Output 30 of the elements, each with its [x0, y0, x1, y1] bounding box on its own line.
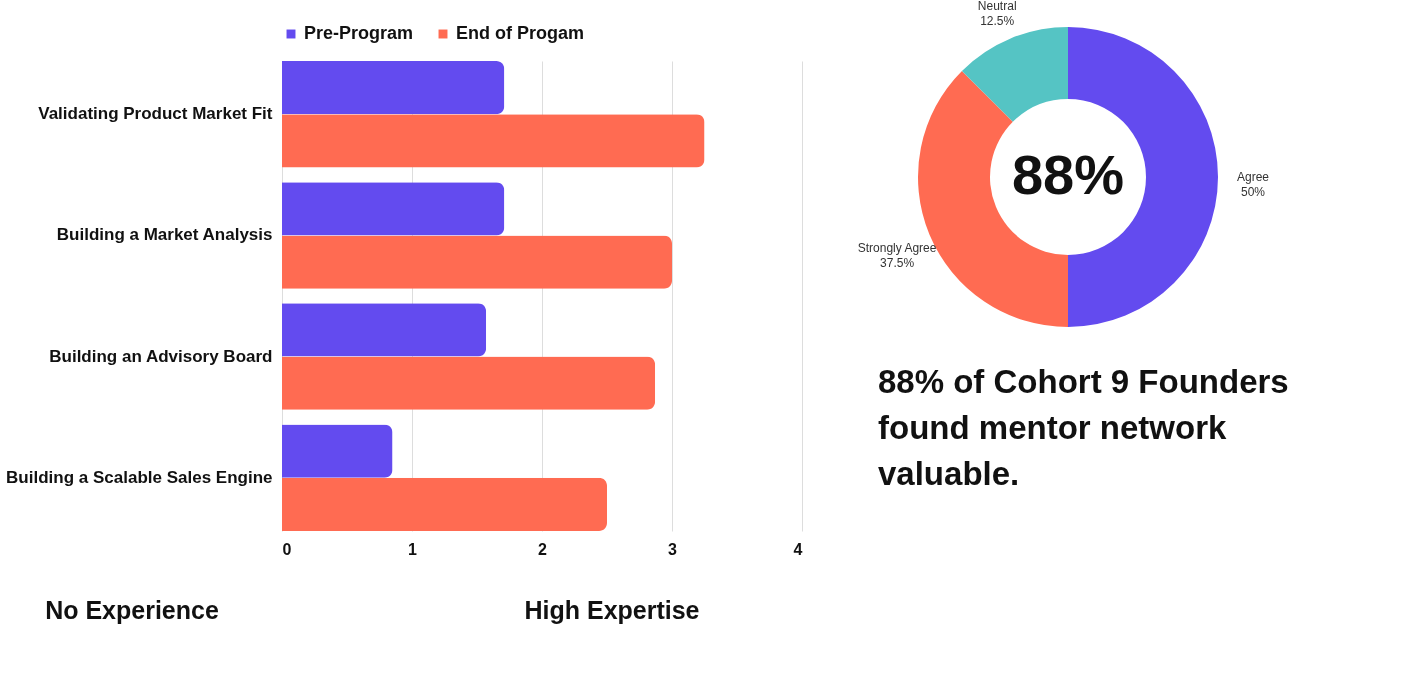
slice-label: Neutral [977, 0, 1017, 14]
bar [282, 303, 487, 357]
bar [282, 235, 672, 289]
bar [282, 182, 505, 236]
y-tick-label: Building a Scalable Sales Engine [6, 467, 273, 487]
y-tick-label: Validating Product Market Fit [38, 104, 273, 124]
bar [282, 114, 705, 168]
legend-label: Pre-Program [304, 23, 414, 43]
text: 88% of Cohort 9 Founders found mentor network valuable. [878, 363, 1289, 492]
bar [282, 61, 505, 115]
text: 88% [1011, 143, 1125, 206]
legend-label: End of Progam [456, 23, 585, 43]
x-tick-label: 4 [793, 540, 803, 558]
bar [282, 356, 656, 410]
bar [282, 424, 393, 478]
x-tick-label: 0 [282, 540, 292, 558]
data-label: 37.5% [880, 255, 915, 270]
y-tick-label: Building an Advisory Board [49, 346, 273, 366]
text: High Expertise [524, 596, 700, 624]
donut-slice [961, 27, 1068, 122]
data-label: 12.5% [980, 14, 1015, 29]
slice-label: Strongly Agree [857, 240, 937, 255]
x-tick-label: 1 [408, 540, 418, 558]
text: No Experience [45, 596, 219, 624]
slice-label: Agree [1236, 170, 1270, 184]
y-tick-label: Building a Market Analysis [56, 225, 273, 245]
x-tick-label: 2 [538, 540, 548, 558]
data-label: 50% [1240, 185, 1266, 199]
x-tick-label: 3 [668, 540, 678, 558]
bar [282, 477, 607, 531]
